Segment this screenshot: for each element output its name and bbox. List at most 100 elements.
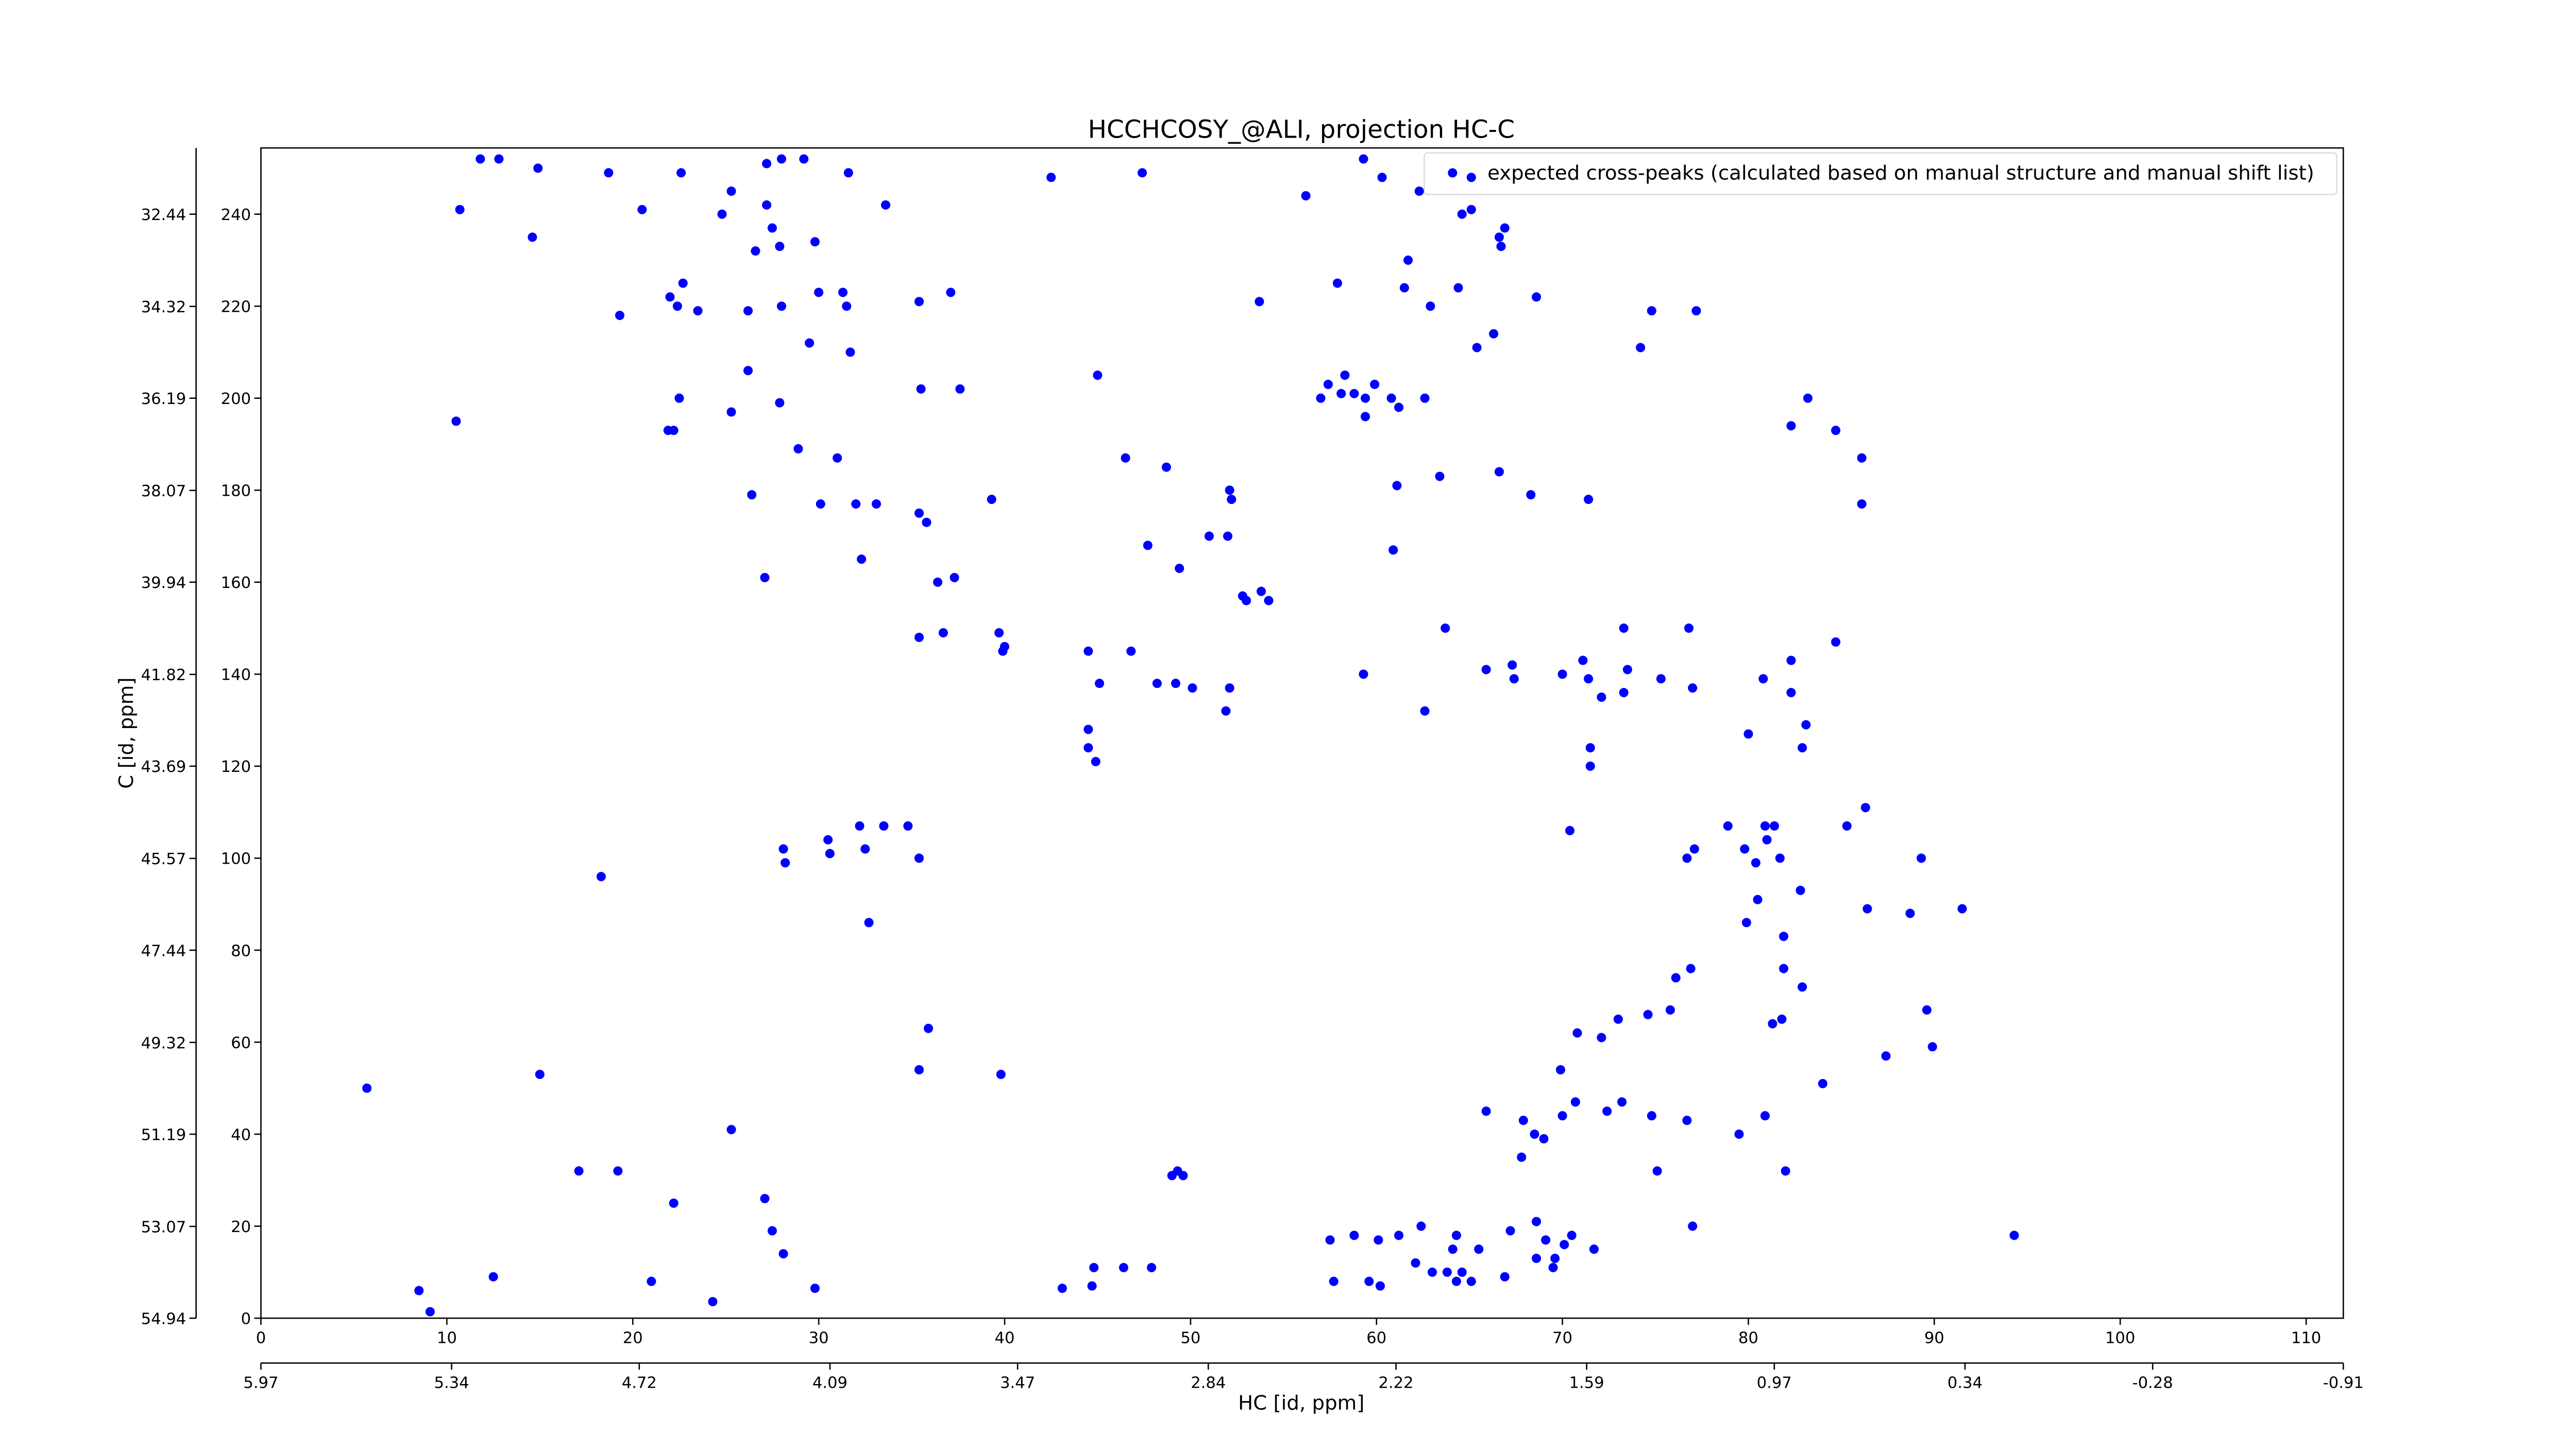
legend-marker (1448, 168, 1458, 178)
cross-peak (1147, 1262, 1157, 1272)
cross-peak (674, 393, 684, 403)
cross-peak (1466, 173, 1476, 182)
cross-peak (751, 246, 760, 256)
cross-peak (1420, 706, 1430, 716)
cross-peak (776, 154, 786, 164)
cross-peak (1584, 495, 1594, 504)
cross-peak (1671, 973, 1681, 983)
cross-peak (1831, 637, 1841, 647)
cross-peak (647, 1276, 656, 1286)
cross-peak (1589, 1244, 1599, 1254)
cross-peak (1442, 1267, 1452, 1277)
cross-peak (1118, 1262, 1128, 1272)
cross-peak (1361, 412, 1370, 422)
y-tick-label: 100 (221, 850, 251, 868)
cross-peak (1500, 223, 1510, 233)
cross-peak (1375, 1281, 1385, 1291)
y-axis-label: C [id, ppm] (115, 677, 138, 788)
cross-peak (1426, 301, 1435, 311)
cross-peak (1403, 255, 1413, 265)
x2-tick-label: -0.28 (2132, 1374, 2173, 1392)
cross-peak (1095, 679, 1105, 688)
cross-peak (1688, 1221, 1698, 1231)
y-tick-label: 160 (221, 574, 251, 592)
cross-peak (1619, 624, 1629, 633)
x2-tick-label: 0.34 (1947, 1374, 1982, 1392)
cross-peak (1779, 932, 1789, 941)
cross-peak (1457, 1267, 1467, 1277)
cross-peak (810, 237, 820, 247)
cross-peak (528, 232, 537, 242)
cross-peak (1786, 655, 1796, 665)
cross-peak (1323, 379, 1333, 389)
cross-peak (693, 306, 703, 316)
cross-peak (871, 499, 882, 509)
y-tick-label: 80 (231, 942, 251, 960)
cross-peak (1505, 1226, 1515, 1236)
legend: expected cross-peaks (calculated based o… (1423, 152, 2337, 195)
cross-peak (451, 416, 461, 426)
cross-peak (814, 288, 824, 297)
cross-peak (845, 347, 855, 357)
y2-tick-label: 32.44 (141, 206, 187, 224)
x2-tick-label: 2.84 (1191, 1374, 1226, 1392)
y2-tick-label: 45.57 (141, 850, 187, 868)
y-tick-label: 140 (221, 666, 251, 684)
cross-peak (1567, 1231, 1577, 1240)
cross-peak (414, 1286, 424, 1295)
cross-peak (1121, 453, 1130, 463)
cross-peak (1684, 624, 1694, 633)
x-tick-label: 10 (437, 1329, 457, 1347)
cross-peak (1223, 531, 1233, 541)
cross-peak (1643, 1009, 1653, 1019)
legend-box (1423, 152, 2337, 195)
cross-peak (879, 821, 889, 831)
cross-peak (1532, 292, 1541, 302)
cross-peak (775, 398, 785, 408)
cross-peak (838, 288, 848, 297)
cross-peak (669, 1198, 679, 1208)
cross-peak (851, 499, 861, 509)
cross-peak (1399, 283, 1409, 293)
cross-peak (676, 168, 686, 178)
cross-peak (1451, 1231, 1461, 1240)
cross-peak (987, 495, 996, 504)
cross-peak (1332, 278, 1343, 288)
cross-peak (747, 490, 757, 500)
cross-peak (1496, 242, 1506, 251)
cross-peak (1957, 904, 1967, 914)
cross-peak (1798, 743, 1807, 753)
cross-peak (1411, 1258, 1420, 1268)
y-tick-label: 240 (221, 206, 251, 224)
cross-peak (1448, 1244, 1458, 1254)
cross-peak (1225, 485, 1234, 495)
chart-title: HCCHCOSY_@ALI, projection HC-C (1088, 115, 1515, 144)
cross-peak (1394, 1231, 1404, 1240)
cross-peak (955, 384, 965, 394)
cross-peak (1171, 679, 1181, 688)
cross-peak (775, 242, 785, 251)
cross-peak (533, 163, 543, 173)
cross-peak (1777, 1014, 1787, 1024)
cross-peak (950, 572, 959, 582)
cross-peak (726, 1125, 736, 1135)
cross-peak (1494, 467, 1504, 477)
cross-peak (613, 1166, 623, 1176)
cross-peak (781, 858, 790, 868)
y2-tick-label: 49.32 (141, 1034, 187, 1052)
cross-peak (1532, 1254, 1541, 1263)
cross-peak (1541, 1235, 1551, 1245)
cross-peak (1316, 393, 1326, 403)
cross-peak (1394, 402, 1404, 412)
cross-peak (914, 632, 924, 642)
cross-peak (1647, 306, 1656, 316)
cross-peak (1613, 1014, 1623, 1024)
cross-peak (1517, 1152, 1527, 1162)
cross-peak (778, 1249, 788, 1259)
x2-tick-label: 4.72 (622, 1374, 657, 1392)
cross-peak (778, 844, 788, 854)
cross-peak (1325, 1235, 1335, 1245)
cross-peak (924, 1023, 934, 1033)
cross-peak (1435, 471, 1445, 481)
cross-peak (1584, 674, 1594, 684)
